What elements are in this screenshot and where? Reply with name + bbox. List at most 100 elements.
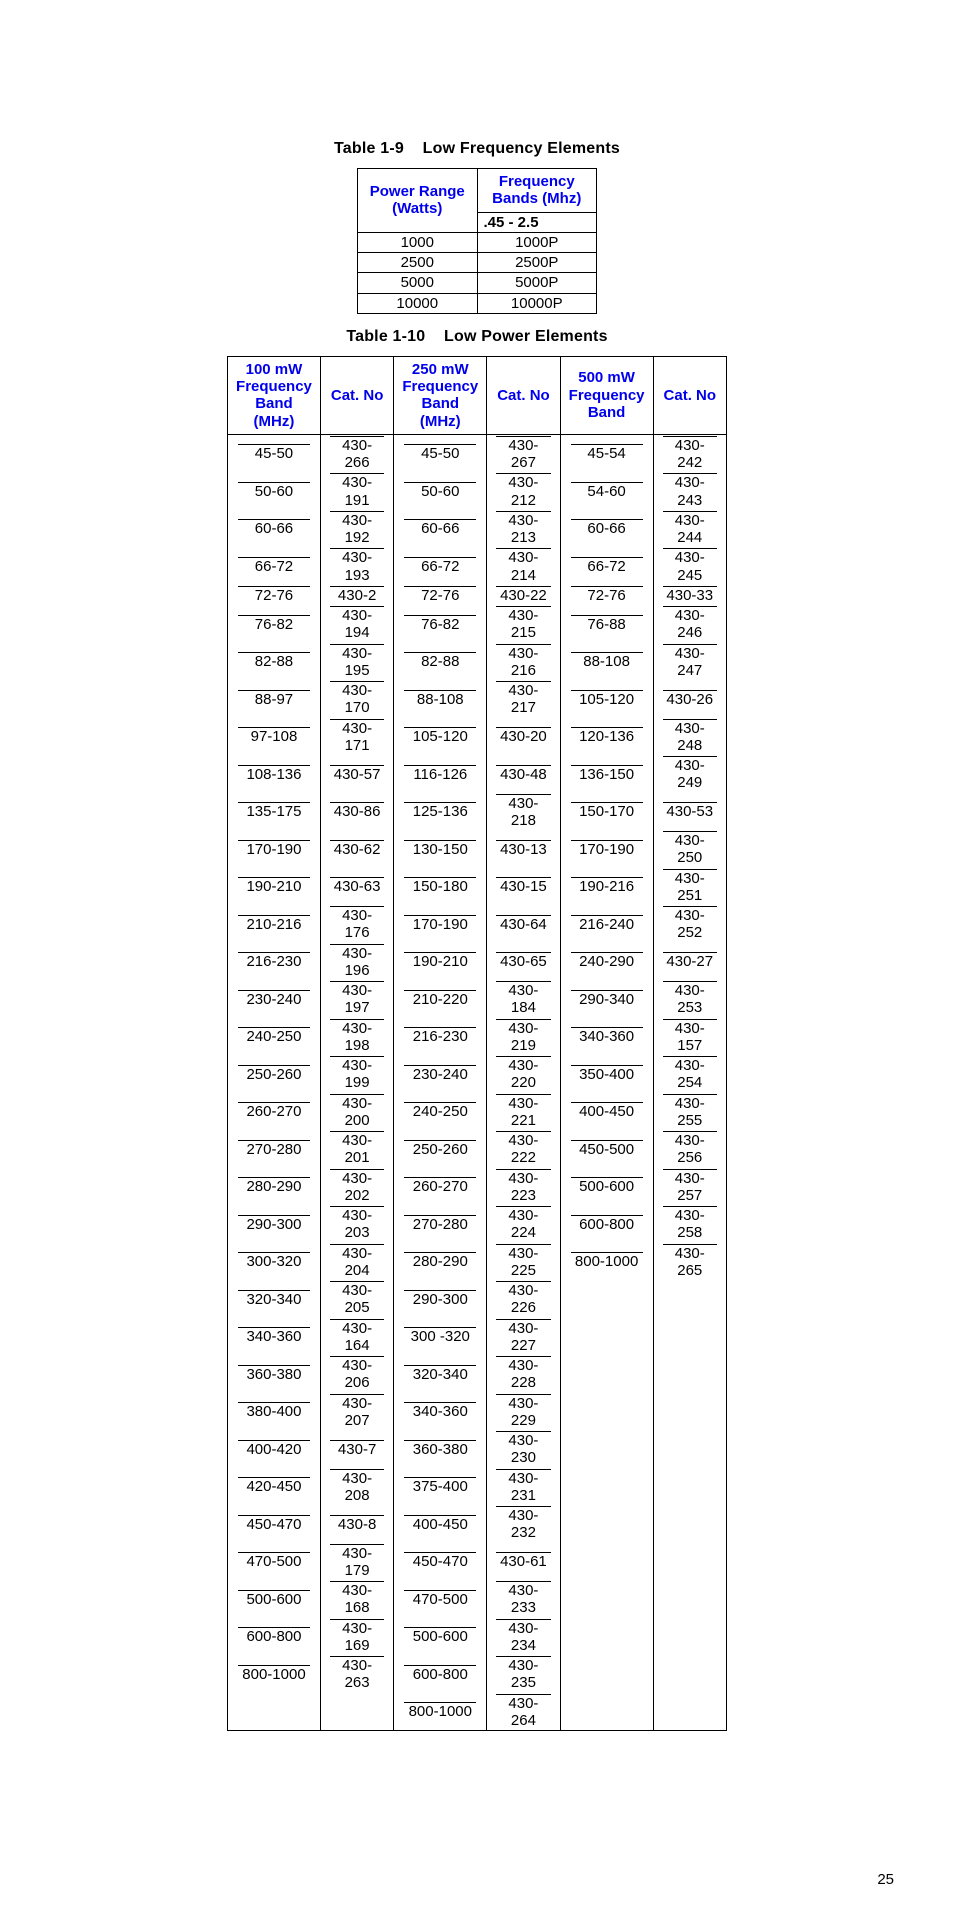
table2-cell: 45-50	[228, 434, 321, 472]
table2-caption-text: Low Power Elements	[444, 328, 608, 345]
table2-cell: 216-230	[228, 943, 321, 981]
table2-cell: 430-247	[653, 643, 726, 681]
table2-cell: 430-65	[487, 943, 560, 981]
t2-h5: 500 mW Frequency Band	[560, 356, 653, 434]
table2-cell: 97-108	[228, 718, 321, 756]
table2-cell: 430-207	[320, 1393, 393, 1431]
table2-cell: 430-195	[320, 643, 393, 681]
table2-cell: 430-168	[320, 1580, 393, 1618]
table2-row: 360-380430-206320-340430-228	[228, 1355, 727, 1393]
t2-h5-l2: Frequency	[569, 387, 645, 404]
table2-cell: 430-199	[320, 1055, 393, 1093]
table2-cell	[560, 1468, 653, 1506]
table2: 100 mW Frequency Band (MHz) Cat. No 250 …	[227, 356, 727, 1731]
table2-cell	[560, 1505, 653, 1543]
table2-row: 135-175430-86125-136430-218150-170430-53	[228, 793, 727, 831]
table2-cell: 430-219	[487, 1018, 560, 1056]
table2-row: 450-470430-8400-450430-232	[228, 1505, 727, 1543]
table2-cell: 430-218	[487, 793, 560, 831]
table2-cell: 420-450	[228, 1468, 321, 1506]
table2-cell: 280-290	[228, 1168, 321, 1206]
table2-cell: 430-86	[320, 793, 393, 831]
table2-cell: 800-1000	[228, 1655, 321, 1693]
table2-cell: 430-228	[487, 1355, 560, 1393]
table2-cell	[560, 1318, 653, 1356]
table2-cell: 360-380	[228, 1355, 321, 1393]
table2-cell: 450-470	[228, 1505, 321, 1543]
table2-cell	[560, 1280, 653, 1318]
table1-header-col1: Power Range (Watts)	[358, 169, 478, 233]
table2-row: 290-300430-203270-280430-224600-800430-2…	[228, 1205, 727, 1243]
table2-cell: 430-2	[320, 585, 393, 605]
table1-cell: 10000	[358, 293, 478, 313]
table2-cell: 600-800	[560, 1205, 653, 1243]
table2-cell: 125-136	[394, 793, 487, 831]
table2-cell: 430-266	[320, 434, 393, 472]
table2-row: 420-450430-208375-400430-231	[228, 1468, 727, 1506]
table2-cell: 210-216	[228, 905, 321, 943]
table2-row: 88-97430-17088-108430-217105-120430-26	[228, 680, 727, 718]
table2-cell: 430-248	[653, 718, 726, 756]
table2-cell: 450-500	[560, 1130, 653, 1168]
table1-cell: 2500	[358, 253, 478, 273]
table1-row: 50005000P	[358, 273, 597, 293]
t1-h2-l1: Frequency	[499, 173, 575, 190]
table2-cell	[653, 1543, 726, 1581]
table2-cell	[560, 1618, 653, 1656]
table2-cell	[653, 1618, 726, 1656]
table2-cell: 260-270	[394, 1168, 487, 1206]
table2-cell: 430-194	[320, 605, 393, 643]
table2-cell: 210-220	[394, 980, 487, 1018]
table2-row: 340-360430-164300 -320430-227	[228, 1318, 727, 1356]
table2-cell: 430-215	[487, 605, 560, 643]
table2-cell: 430-22	[487, 585, 560, 605]
table2-cell: 430-222	[487, 1130, 560, 1168]
table2-cell: 430-193	[320, 547, 393, 585]
table2-cell: 66-72	[394, 547, 487, 585]
table2-cell: 230-240	[228, 980, 321, 1018]
table2-cell: 430-57	[320, 755, 393, 793]
table2-row: 250-260430-199230-240430-220350-400430-2…	[228, 1055, 727, 1093]
table2-cell	[653, 1655, 726, 1693]
table2-cell: 430-231	[487, 1468, 560, 1506]
t1-h1-l1: Power Range	[370, 183, 465, 200]
table2-cell: 430-64	[487, 905, 560, 943]
table2-cell: 105-120	[394, 718, 487, 756]
table2-cell: 130-150	[394, 830, 487, 868]
table2-row: 280-290430-202260-270430-223500-600430-2…	[228, 1168, 727, 1206]
table2-row: 270-280430-201250-260430-222450-500430-2…	[228, 1130, 727, 1168]
table2-cell: 116-126	[394, 755, 487, 793]
table2-cell: 150-170	[560, 793, 653, 831]
table2-cell: 430-62	[320, 830, 393, 868]
table2-cell: 50-60	[394, 472, 487, 510]
table2-cell: 270-280	[394, 1205, 487, 1243]
table2-cell: 430-201	[320, 1130, 393, 1168]
table2-row: 380-400430-207340-360430-229	[228, 1393, 727, 1431]
table2-cell: 430-255	[653, 1093, 726, 1131]
table2-cell: 430-263	[320, 1655, 393, 1693]
table2-cell: 430-243	[653, 472, 726, 510]
table2-cell: 350-400	[560, 1055, 653, 1093]
table2-cell: 500-600	[394, 1618, 487, 1656]
table2-cell: 430-223	[487, 1168, 560, 1206]
table2-cell: 430-257	[653, 1168, 726, 1206]
table2-cell: 45-50	[394, 434, 487, 472]
table2-cell: 430-252	[653, 905, 726, 943]
table2-cell: 430-184	[487, 980, 560, 1018]
page-number: 25	[0, 1871, 954, 1888]
table2-cell: 430-63	[320, 868, 393, 906]
table2-cell: 280-290	[394, 1243, 487, 1281]
table2-cell: 430-164	[320, 1318, 393, 1356]
table2-cell: 360-380	[394, 1430, 487, 1468]
table2-cell: 430-249	[653, 755, 726, 793]
table2-row: 600-800430-169500-600430-234	[228, 1618, 727, 1656]
table2-row: 72-76430-272-76430-2272-76430-33	[228, 585, 727, 605]
table2-cell: 430-264	[487, 1693, 560, 1731]
table2-cell: 430-203	[320, 1205, 393, 1243]
table2-cell: 240-250	[228, 1018, 321, 1056]
table2-cell: 430-61	[487, 1543, 560, 1581]
table2-cell: 300-320	[228, 1243, 321, 1281]
table2-cell: 430-256	[653, 1130, 726, 1168]
table2-cell: 170-190	[228, 830, 321, 868]
table2-cell: 430-48	[487, 755, 560, 793]
